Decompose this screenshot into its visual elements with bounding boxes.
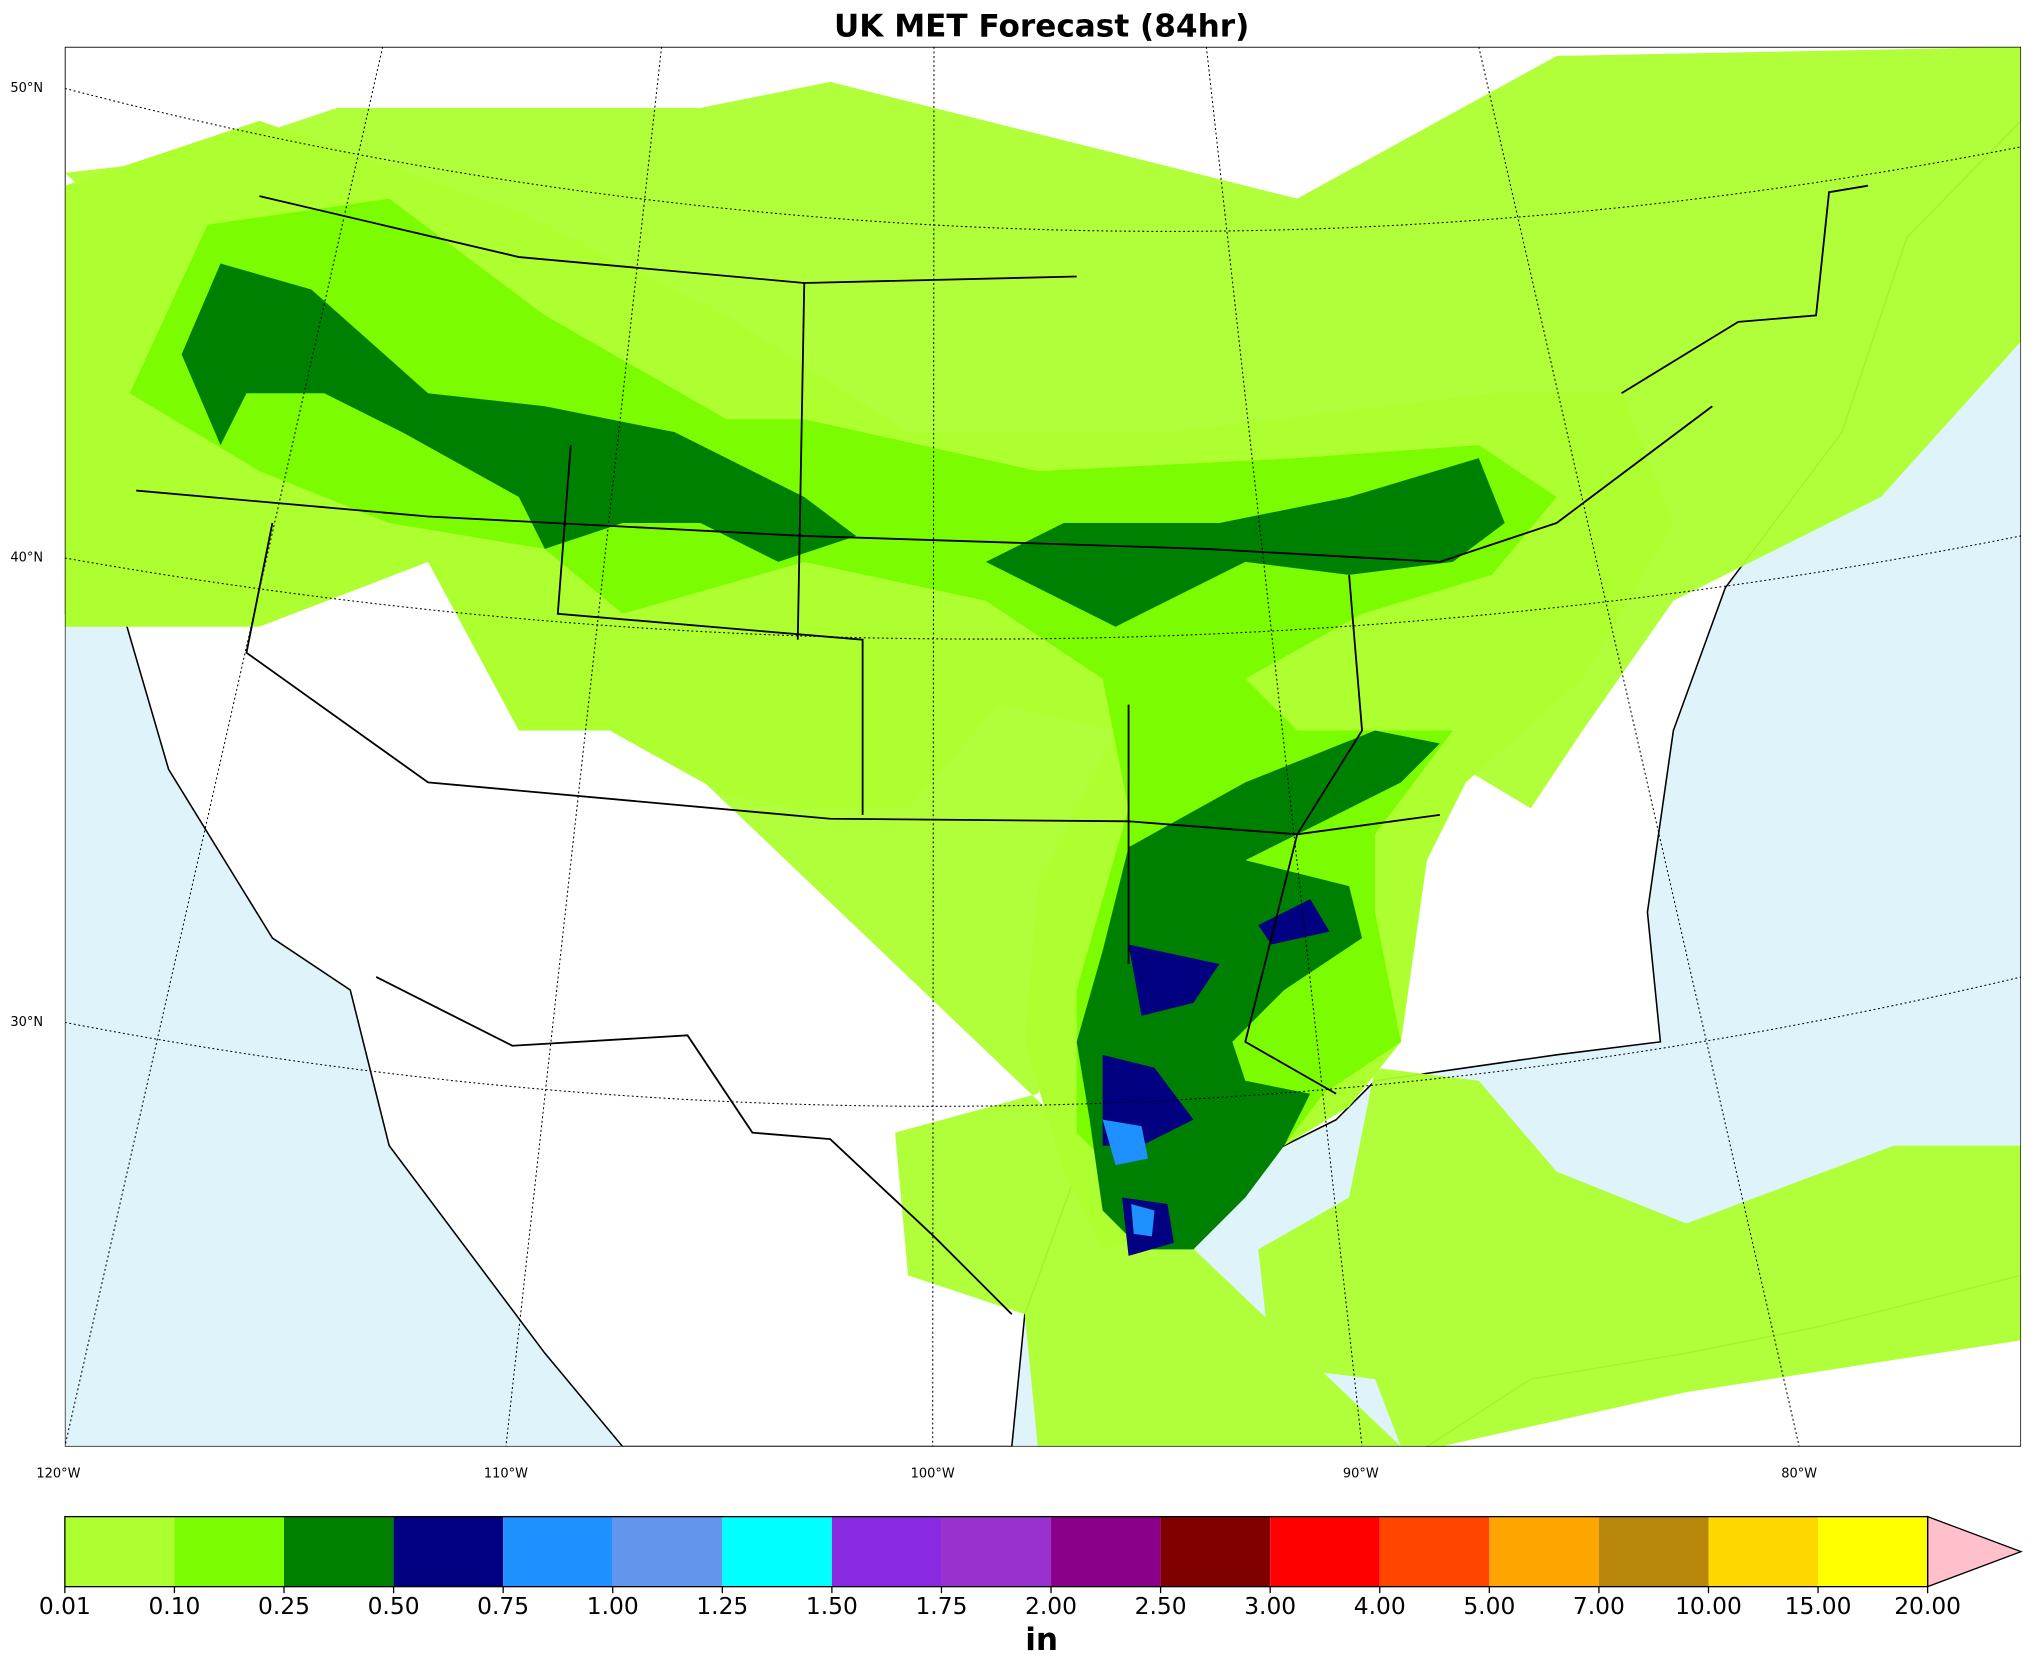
lat-label: 50°N xyxy=(10,81,43,96)
colorbar-segment xyxy=(1160,1516,1271,1587)
colorbar-tick-label: 1.25 xyxy=(696,1592,748,1620)
colorbar-tick-label: 0.50 xyxy=(368,1592,420,1620)
colorbar: 0.01 0.10 0.25 0.50 0.75 1.00 1.25 1.50 1.75 2.00… xyxy=(39,1515,2023,1620)
colorbar-segment xyxy=(503,1516,613,1587)
colorbar-segment xyxy=(64,1516,175,1587)
colorbar-frame xyxy=(64,1515,1929,1588)
colorbar-tick-label: 2.00 xyxy=(1025,1592,1077,1620)
colorbar-tick-label: 0.01 xyxy=(39,1592,91,1620)
colorbar-tick-label: 5.00 xyxy=(1463,1592,1515,1620)
colorbar-tick-label: 20.00 xyxy=(1894,1592,1961,1620)
colorbar-segment xyxy=(1051,1516,1161,1587)
colorbar-segment xyxy=(1818,1516,1928,1587)
colorbar-tick-label: 15.00 xyxy=(1785,1592,1852,1620)
colorbar-segment xyxy=(284,1516,394,1587)
colorbar-tick-label: 1.50 xyxy=(806,1592,858,1620)
colorbar-tick-label: 10.00 xyxy=(1675,1592,1742,1620)
colorbar-segment xyxy=(612,1516,723,1587)
colorbar-tick-label: 0.75 xyxy=(477,1592,529,1620)
colorbar-tick-label: 1.75 xyxy=(915,1592,967,1620)
colorbar-segment xyxy=(722,1516,832,1587)
colorbar-unit: in xyxy=(1025,1622,1058,1658)
colorbar-tick-label: 0.10 xyxy=(148,1592,200,1620)
lat-label: 40°N xyxy=(10,550,43,565)
colorbar-segment xyxy=(1489,1516,1599,1587)
colorbar-segment xyxy=(1598,1516,1709,1587)
title: UK MET Forecast (84hr) xyxy=(834,8,1249,44)
colorbar-tick-label: 1.00 xyxy=(587,1592,639,1620)
colorbar-segment xyxy=(1708,1516,1819,1587)
lon-label: 90°W xyxy=(1343,1466,1379,1481)
colorbar-tick-label: 3.00 xyxy=(1244,1592,1296,1620)
map xyxy=(64,46,2022,1447)
lon-label: 80°W xyxy=(1781,1466,1817,1481)
colorbar-segment xyxy=(941,1516,1052,1587)
lon-label: 120°W xyxy=(36,1466,80,1481)
lon-label: 100°W xyxy=(911,1466,955,1481)
colorbar-tick-label: 7.00 xyxy=(1573,1592,1625,1620)
colorbar-tick-label: 4.00 xyxy=(1354,1592,1406,1620)
colorbar-segment xyxy=(1270,1516,1380,1587)
colorbar-segment xyxy=(831,1516,942,1587)
colorbar-segment xyxy=(1379,1516,1490,1587)
colorbar-segment xyxy=(393,1516,504,1587)
colorbar-extend xyxy=(1926,1515,2023,1588)
colorbar-tick-label: 2.50 xyxy=(1135,1592,1187,1620)
lat-label: 30°N xyxy=(10,1015,43,1030)
lon-label: 110°W xyxy=(484,1466,528,1481)
colorbar-tick-label: 0.25 xyxy=(258,1592,310,1620)
colorbar-segment xyxy=(174,1516,285,1587)
